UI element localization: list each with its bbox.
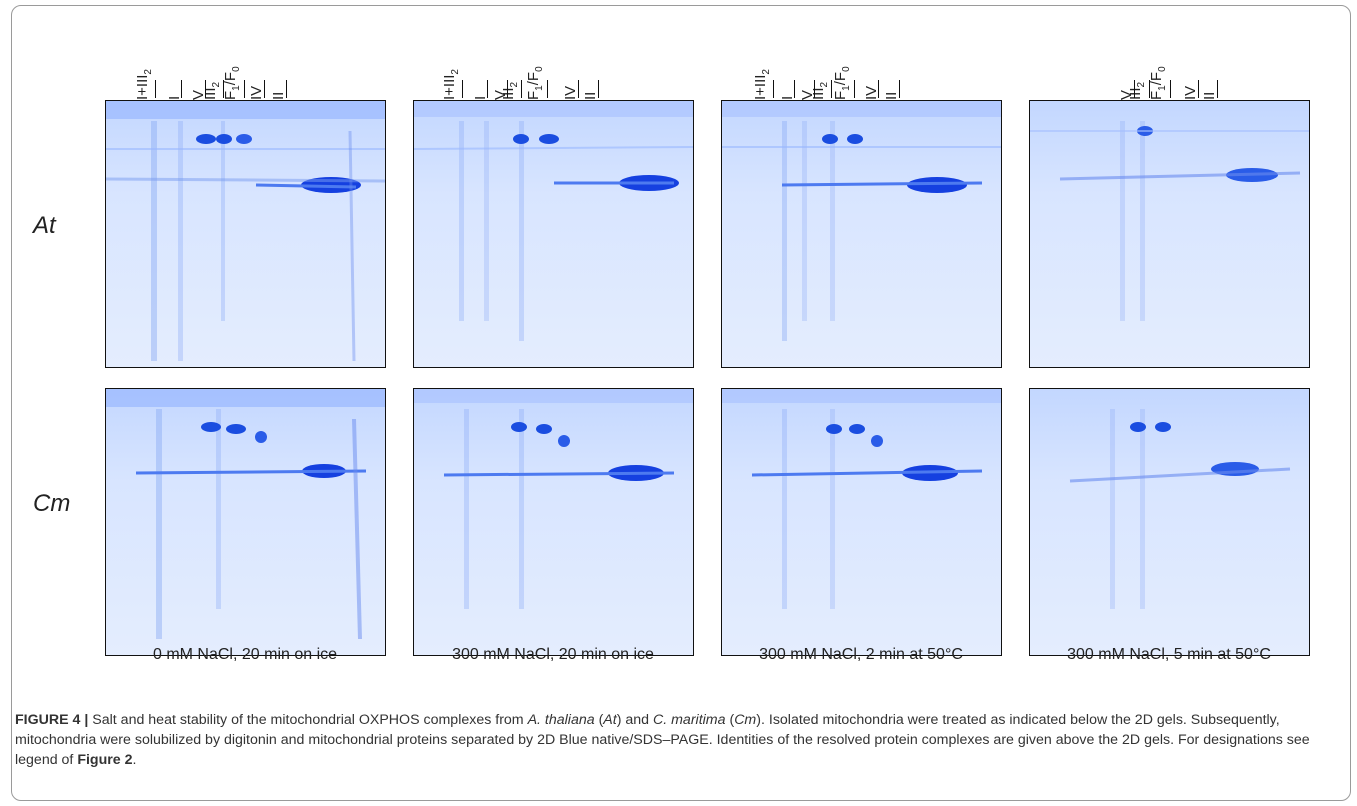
- lane-label-ii: II: [272, 92, 286, 100]
- lane-tick: [462, 80, 463, 98]
- lane-tick: [507, 80, 508, 98]
- gel-image: [414, 101, 694, 368]
- lane-tick: [286, 80, 287, 98]
- lane-label-ii: II: [885, 92, 899, 100]
- lane-tick: [854, 80, 855, 98]
- gel-at-0mm-ice: [105, 100, 386, 368]
- lane-tick: [1149, 80, 1150, 98]
- lane-tick: [578, 80, 579, 98]
- figure-number: FIGURE 4 |: [15, 712, 88, 728]
- gel-at-300mm-ice: [413, 100, 694, 368]
- lane-tick: [155, 80, 156, 98]
- condition-label: 0 mM NaCl, 20 min on ice: [100, 646, 390, 664]
- figure-reference-link[interactable]: Figure 2: [77, 752, 132, 768]
- lane-tick: [878, 80, 879, 98]
- lane-label-iii2: III2: [204, 82, 224, 100]
- gel-at-300mm-2min: [721, 100, 1002, 368]
- row-label-cm: Cm: [33, 490, 70, 518]
- lane-label-iii2: III2: [1129, 82, 1149, 100]
- gel-image: [722, 389, 1002, 656]
- gel-image: [1030, 101, 1310, 368]
- lane-tick: [205, 80, 206, 98]
- lane-label-i-iii2: I+III2: [136, 69, 156, 100]
- gel-cm-300mm-5min: [1029, 388, 1310, 656]
- lane-tick: [521, 80, 522, 98]
- gel-image: [414, 389, 694, 656]
- gel-cm-300mm-2min: [721, 388, 1002, 656]
- lane-label-f1f0: F1/F0: [224, 66, 244, 100]
- lane-label-ii: II: [584, 92, 598, 100]
- lane-tick: [814, 80, 815, 98]
- lane-label-f1f0: F1/F0: [834, 66, 854, 100]
- gel-image: [106, 101, 386, 368]
- lane-label-i-iii2: I+III2: [443, 69, 463, 100]
- gel-image: [106, 389, 386, 656]
- lane-tick: [773, 80, 774, 98]
- condition-label: 300 mM NaCl, 5 min at 50°C: [1024, 646, 1314, 664]
- lane-label-ii: II: [1203, 92, 1217, 100]
- lane-label-f1f0: F1/F0: [1150, 66, 1170, 100]
- gel-cm-0mm-ice: [105, 388, 386, 656]
- lane-tick: [831, 80, 832, 98]
- lane-label-iv: IV: [250, 86, 264, 100]
- condition-label: 300 mM NaCl, 20 min on ice: [408, 646, 698, 664]
- lane-tick: [547, 80, 548, 98]
- lane-tick: [1170, 80, 1171, 98]
- lane-tick: [899, 80, 900, 98]
- lane-tick: [598, 80, 599, 98]
- lane-label-iv: IV: [564, 86, 578, 100]
- gel-cm-300mm-ice: [413, 388, 694, 656]
- lane-tick: [1217, 80, 1218, 98]
- row-label-at: At: [33, 212, 56, 240]
- lane-label-iii2: III2: [812, 82, 832, 100]
- lane-label-iv: IV: [865, 86, 879, 100]
- lane-tick: [264, 80, 265, 98]
- lane-label-i-iii2: I+III2: [754, 69, 774, 100]
- lane-tick: [794, 80, 795, 98]
- gel-at-300mm-5min: [1029, 100, 1310, 368]
- gel-image: [722, 101, 1002, 368]
- condition-label: 300 mM NaCl, 2 min at 50°C: [716, 646, 1006, 664]
- lane-tick: [1134, 80, 1135, 98]
- lane-tick: [244, 80, 245, 98]
- figure-caption: FIGURE 4 | Salt and heat stability of th…: [15, 710, 1340, 770]
- lane-label-f1f0: F1/F0: [527, 66, 547, 100]
- lane-label-iv: IV: [1184, 86, 1198, 100]
- lane-tick: [223, 80, 224, 98]
- lane-tick: [1198, 80, 1199, 98]
- lane-tick: [181, 80, 182, 98]
- lane-label-iii2: III2: [502, 82, 522, 100]
- lane-tick: [487, 80, 488, 98]
- gel-image: [1030, 389, 1310, 656]
